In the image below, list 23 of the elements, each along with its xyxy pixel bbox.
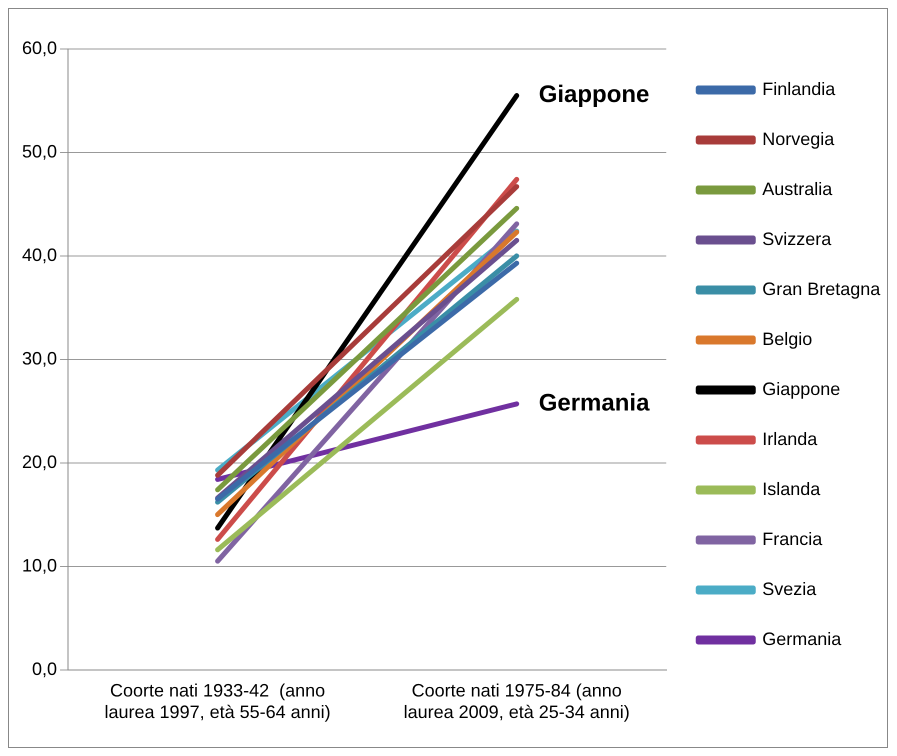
y-tick-label: 40,0 <box>22 244 58 265</box>
y-tick-label: 30,0 <box>22 348 58 368</box>
legend-label: Giappone <box>762 378 840 399</box>
legend-label: Australia <box>762 178 834 199</box>
annotation: Giappone <box>538 81 650 108</box>
legend-label: Islanda <box>762 478 822 499</box>
y-tick-label: 10,0 <box>22 555 58 576</box>
y-tick-label: 60,0 <box>22 38 58 58</box>
y-tick-label: 50,0 <box>22 141 58 162</box>
legend-label: Belgio <box>762 328 812 349</box>
annotation: Germania <box>538 390 650 417</box>
legend-label: Norvegia <box>762 128 836 149</box>
x-tick-label: Coorte nati 1975-84 (anno laurea 2009, età 25-34 anni) <box>404 680 630 722</box>
x-tick-label: Coorte nati 1933-42 (anno laurea 1997, età 55-64 anni) <box>104 680 331 722</box>
legend-label: Svezia <box>762 578 818 599</box>
y-tick-label: 0,0 <box>32 658 58 679</box>
legend-label: Gran Bretagna <box>762 278 882 299</box>
legend-label: Finlandia <box>762 78 836 99</box>
legend-label: Francia <box>762 528 824 549</box>
legend-label: Svizzera <box>762 228 832 249</box>
legend-label: Irlanda <box>762 428 818 449</box>
y-tick-label: 20,0 <box>22 452 58 472</box>
legend-label: Germania <box>762 628 842 649</box>
